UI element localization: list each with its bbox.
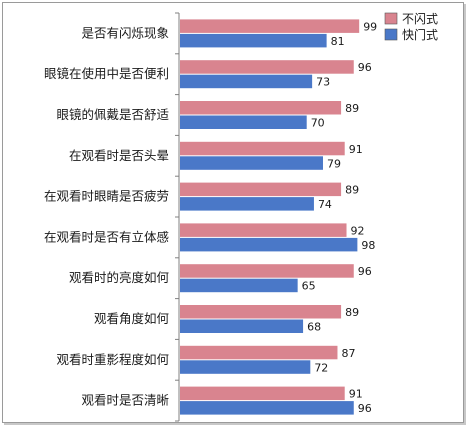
bar-series-2: [180, 360, 311, 374]
bar-series-2: [180, 237, 358, 252]
data-label: 89: [345, 306, 359, 319]
bar-series-2: [180, 197, 314, 211]
legend-swatch: [384, 12, 398, 25]
bar-series-1: [180, 386, 345, 401]
data-label: 91: [349, 388, 363, 401]
category-label: 是否有闪烁现象: [81, 25, 169, 40]
data-label: 72: [314, 361, 328, 374]
data-label: 68: [307, 321, 321, 334]
legend-label: 不闪式: [402, 12, 438, 26]
data-label: 73: [316, 76, 330, 89]
legend-swatch: [384, 28, 398, 41]
bar-series-2: [180, 115, 307, 129]
data-label: 91: [349, 143, 363, 156]
category-label: 观看时是否清晰: [81, 393, 169, 408]
category-label: 眼镜的佩戴是否舒适: [56, 107, 169, 122]
category-label: 在观看时眼睛是否疲劳: [44, 189, 169, 204]
bar-series-1: [180, 345, 338, 360]
legend-label: 快门式: [402, 27, 438, 42]
data-label: 96: [358, 402, 372, 415]
bar-series-1: [180, 223, 347, 237]
bar-series-2: [180, 319, 304, 333]
bar-series-1: [180, 19, 360, 33]
bar-series-2: [180, 33, 327, 48]
bar-series-2: [180, 74, 313, 89]
bar-series-1: [180, 101, 342, 115]
bar-series-1: [180, 182, 342, 197]
data-label: 87: [341, 347, 355, 360]
data-label: 89: [345, 184, 359, 197]
data-label: 99: [363, 20, 377, 33]
category-label: 观看角度如何: [94, 311, 170, 326]
bar-series-1: [180, 141, 345, 156]
category-label: 在观看时是否有立体感: [44, 229, 169, 244]
data-label: 98: [361, 239, 375, 252]
category-label: 观看时重影程度如何: [56, 352, 169, 367]
bar-series-1: [180, 60, 354, 74]
category-label: 观看时的亮度如何: [69, 270, 170, 285]
data-label: 92: [351, 224, 365, 237]
data-label: 79: [327, 157, 341, 170]
bar-series-1: [180, 305, 342, 319]
data-label: 89: [345, 102, 359, 115]
data-label: 96: [358, 61, 372, 74]
bar-chart: 是否有闪烁现象 99 81 眼镜在使用中是否便利 96 73 眼镜的佩戴是否舒适 89 70 在观…: [44, 12, 438, 422]
category-label: 眼镜在使用中是否便利: [44, 66, 169, 81]
category-label: 在观看时是否头晕: [69, 148, 169, 163]
data-label: 81: [331, 35, 345, 48]
data-label: 65: [302, 280, 316, 293]
bar-series-2: [180, 278, 298, 293]
bar-series-1: [180, 264, 354, 278]
data-label: 96: [358, 265, 372, 278]
data-label: 74: [318, 198, 332, 211]
data-label: 70: [311, 117, 325, 130]
bar-series-2: [180, 156, 323, 170]
bar-series-2: [180, 401, 354, 415]
